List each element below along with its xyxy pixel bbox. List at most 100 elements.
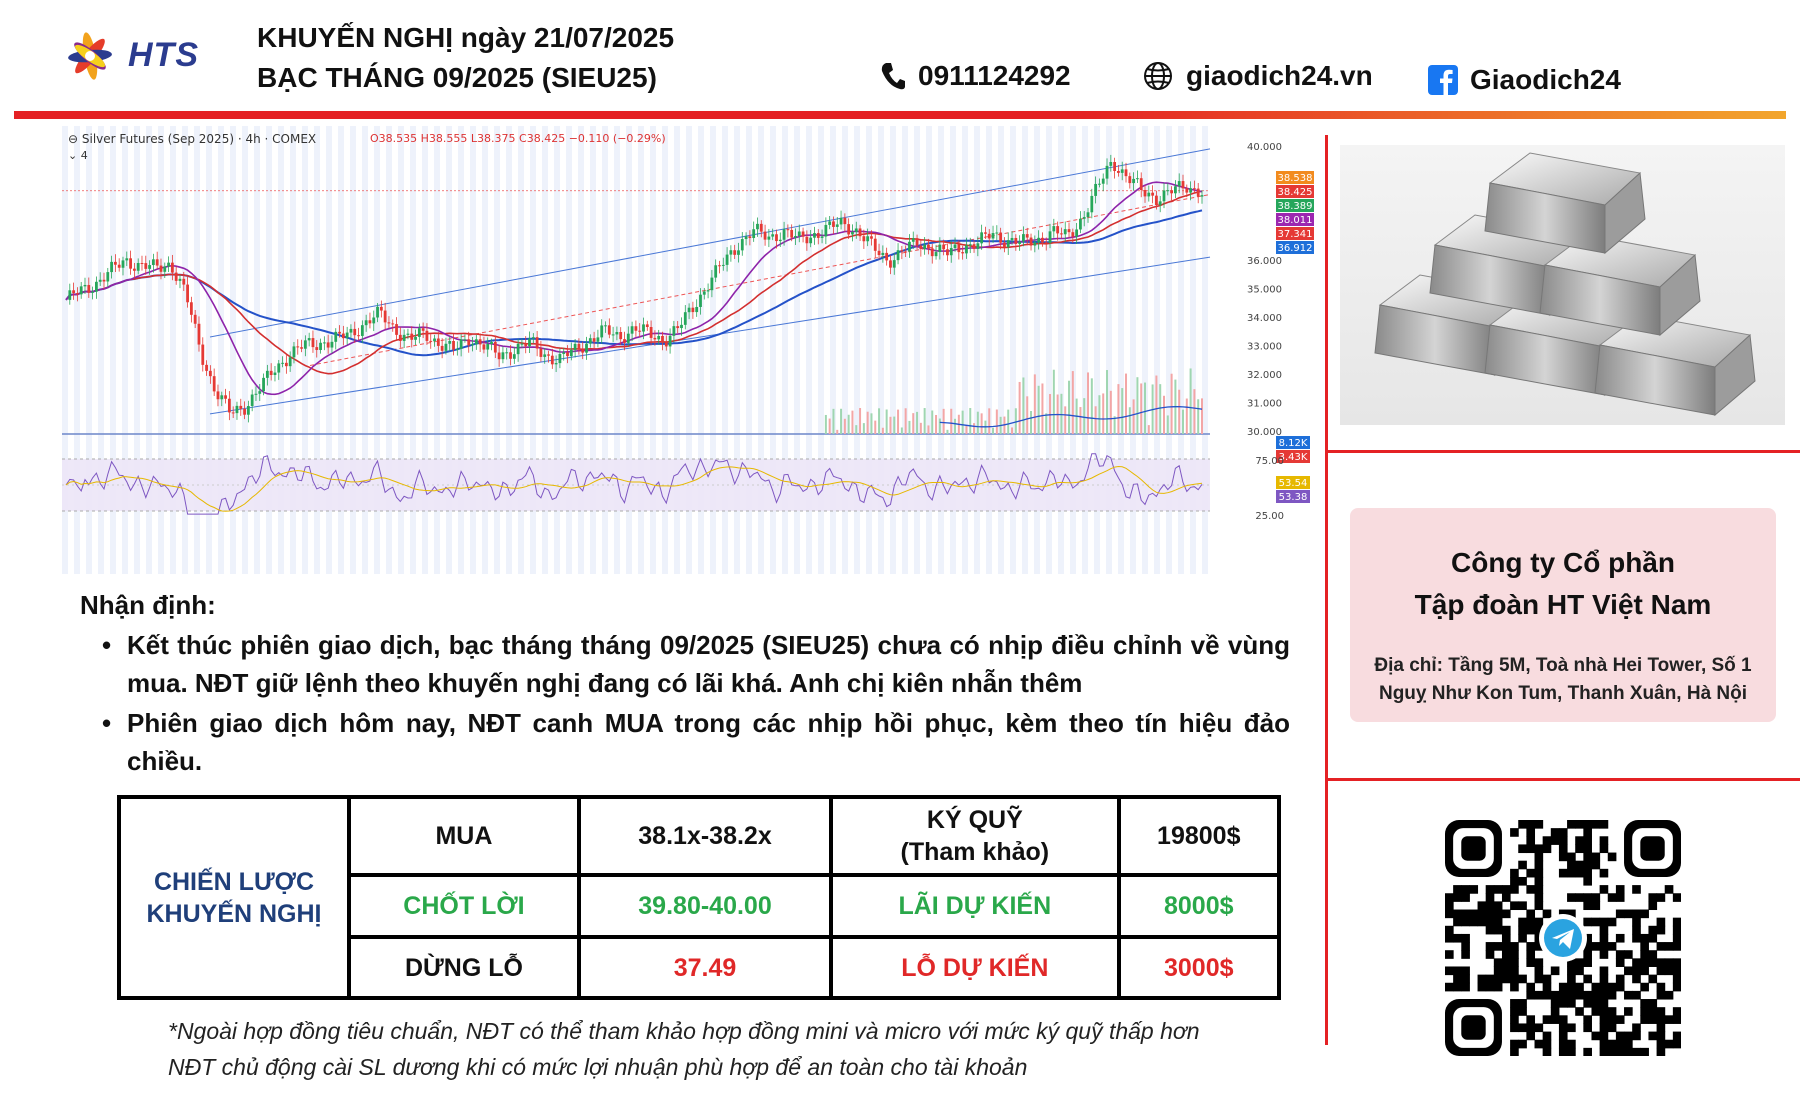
qr-module: [1607, 982, 1617, 992]
qr-module: [1510, 1047, 1519, 1057]
candle-body: [269, 370, 273, 376]
candle-body: [607, 325, 611, 335]
chart-grid-stripe: [530, 126, 536, 574]
qr-module: [1518, 917, 1527, 927]
qr-module: [1461, 950, 1470, 959]
qr-module: [1558, 1023, 1568, 1033]
chart-grid-stripe: [122, 126, 128, 574]
candle-body: [1181, 181, 1185, 189]
candle-body: [1082, 217, 1086, 219]
chart-grid-stripe: [146, 126, 152, 574]
qr-module: [1591, 860, 1601, 870]
chart-grid-stripe: [1022, 126, 1028, 574]
candle-body: [75, 293, 79, 295]
facebook-contact[interactable]: Giaodich24: [1428, 60, 1621, 100]
margin-label: KÝ QUỸ (Tham khảo): [829, 795, 1121, 877]
qr-module: [1583, 844, 1592, 854]
candle-body: [729, 250, 733, 255]
qr-module: [1624, 1047, 1633, 1057]
candle-body: [163, 266, 167, 272]
chart-interval[interactable]: ⌄ 4: [68, 149, 88, 162]
candle-body: [725, 254, 729, 265]
qr-module: [1445, 925, 1454, 935]
qr-module: [1542, 974, 1552, 984]
qr-module: [1461, 942, 1470, 951]
candle-body: [778, 239, 782, 242]
volume-bar: [1094, 406, 1097, 434]
candle-body: [904, 251, 908, 253]
telegram-qr-code[interactable]: [1445, 820, 1682, 1057]
qr-module: [1501, 909, 1511, 919]
qr-module: [1518, 974, 1527, 984]
qr-module: [1648, 1007, 1658, 1016]
chart-grid-stripe: [818, 126, 824, 574]
candle-body: [482, 344, 486, 350]
qr-module: [1477, 982, 1487, 992]
qr-module: [1599, 1031, 1609, 1041]
qr-module: [1664, 1039, 1674, 1049]
price-label-box: [1276, 199, 1314, 212]
candle-body: [824, 224, 828, 237]
qr-module: [1656, 1039, 1666, 1049]
qr-module: [1583, 901, 1592, 911]
chart-grid-stripe: [794, 126, 800, 574]
volume-bar: [954, 418, 957, 434]
chart-grid-stripe: [1166, 126, 1172, 574]
price-label: 37.341: [1278, 229, 1313, 240]
candle-body: [1185, 188, 1189, 193]
qr-module: [1575, 982, 1584, 992]
qr-module: [1583, 974, 1592, 984]
phone-contact[interactable]: 0911124292: [880, 56, 1071, 96]
qr-module: [1485, 950, 1495, 959]
volume-bar: [878, 408, 881, 434]
volume-bar: [1060, 393, 1063, 434]
buy-label: MUA: [347, 795, 581, 877]
candle-body: [250, 394, 254, 407]
qr-module: [1624, 990, 1633, 1000]
candlestick-chart: 40.000 36.000 35.000 34.000 33.000 32.000 31.0…: [62, 126, 1314, 574]
candle-body: [767, 236, 771, 240]
volume-bar: [1140, 383, 1143, 434]
candle-body: [847, 224, 851, 235]
qr-module: [1510, 901, 1519, 911]
volume-bar: [995, 409, 998, 434]
qr-module: [1599, 942, 1609, 951]
website-contact[interactable]: giaodich24.vn: [1142, 56, 1373, 96]
qr-module: [1542, 909, 1552, 919]
qr-module: [1640, 942, 1649, 951]
volume-bar: [1189, 368, 1192, 434]
candle-body: [991, 233, 995, 239]
hts-flower-icon: [68, 32, 112, 80]
volume-bar: [1193, 389, 1196, 434]
chart-grid-stripe: [926, 126, 932, 574]
candle-body: [695, 306, 699, 313]
candle-body: [1086, 212, 1090, 218]
qr-module: [1453, 909, 1462, 919]
qr-module: [1526, 990, 1536, 1000]
qr-module: [1558, 999, 1568, 1008]
qr-module: [1485, 909, 1495, 919]
qr-module: [1534, 917, 1544, 927]
candle-body: [239, 405, 243, 409]
right-divider-2: [1325, 778, 1800, 781]
candle-body: [1128, 176, 1132, 184]
qr-module: [1656, 966, 1666, 976]
chart-grid-stripe: [1190, 126, 1196, 574]
candle-body: [262, 377, 265, 392]
candle-body: [357, 335, 360, 337]
volume-bar: [1071, 371, 1074, 434]
chart-grid-stripe: [362, 126, 368, 574]
candle-body: [630, 326, 634, 334]
qr-module: [1550, 966, 1560, 976]
ohlc-open: O38.535: [370, 132, 418, 145]
analysis-bullets: Kết thúc phiên giao dịch, bạc tháng thán…: [102, 626, 1290, 782]
candle-body: [414, 336, 417, 340]
report-title: KHUYẾN NGHỊ ngày 21/07/2025: [257, 22, 675, 53]
chart-grid-stripe: [962, 126, 968, 574]
qr-module: [1558, 909, 1568, 919]
candle-body: [1067, 229, 1071, 233]
chart-grid-stripe: [434, 126, 440, 574]
candle-body: [976, 243, 980, 249]
qr-module: [1615, 933, 1625, 943]
candle-body: [1048, 231, 1052, 243]
